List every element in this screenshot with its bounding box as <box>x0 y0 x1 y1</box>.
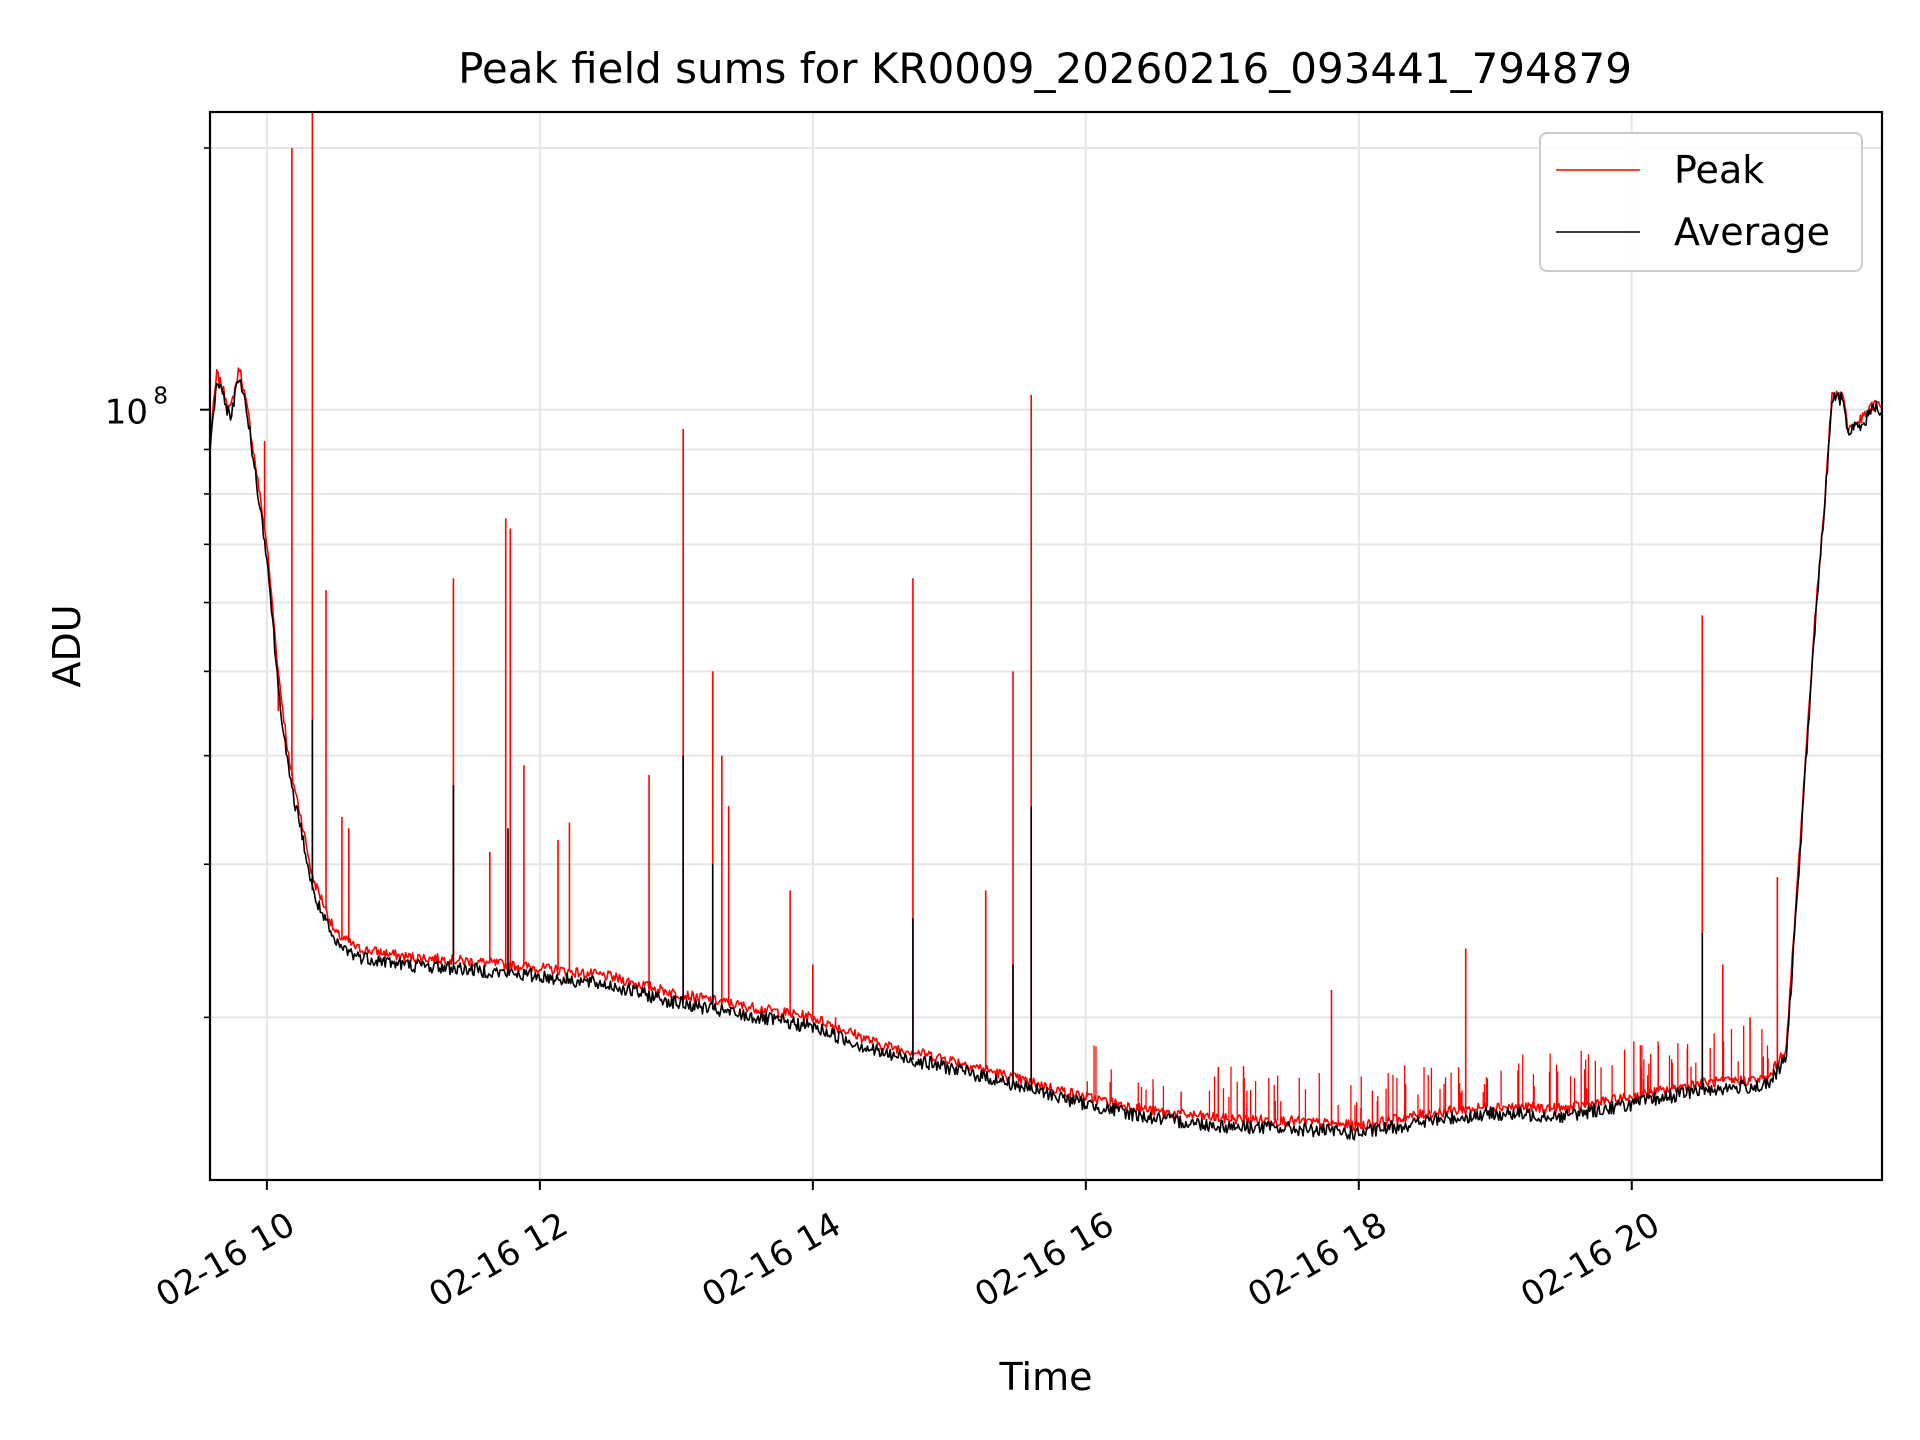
legend-label-average: Average <box>1674 210 1830 254</box>
y-tick-label-base: 10 <box>105 393 148 433</box>
legend-label-peak: Peak <box>1674 148 1764 192</box>
legend: Peak Average <box>1539 132 1863 272</box>
plot-frame <box>208 110 1884 1182</box>
y-axis-label: ADU <box>45 604 89 687</box>
legend-box <box>1539 132 1863 272</box>
series-line-peak <box>210 367 1882 1132</box>
series-average <box>210 379 1882 1141</box>
series-line-average <box>210 379 1882 1141</box>
chart-title: Peak field sums for KR0009_20260216_0934… <box>458 44 1632 93</box>
series-layer <box>210 112 1882 1141</box>
x-axis-label: Time <box>999 1355 1093 1399</box>
y-tick-label-exponent: 8 <box>153 384 168 410</box>
series-peak <box>210 112 1882 1132</box>
grid-lines <box>210 112 1882 1180</box>
